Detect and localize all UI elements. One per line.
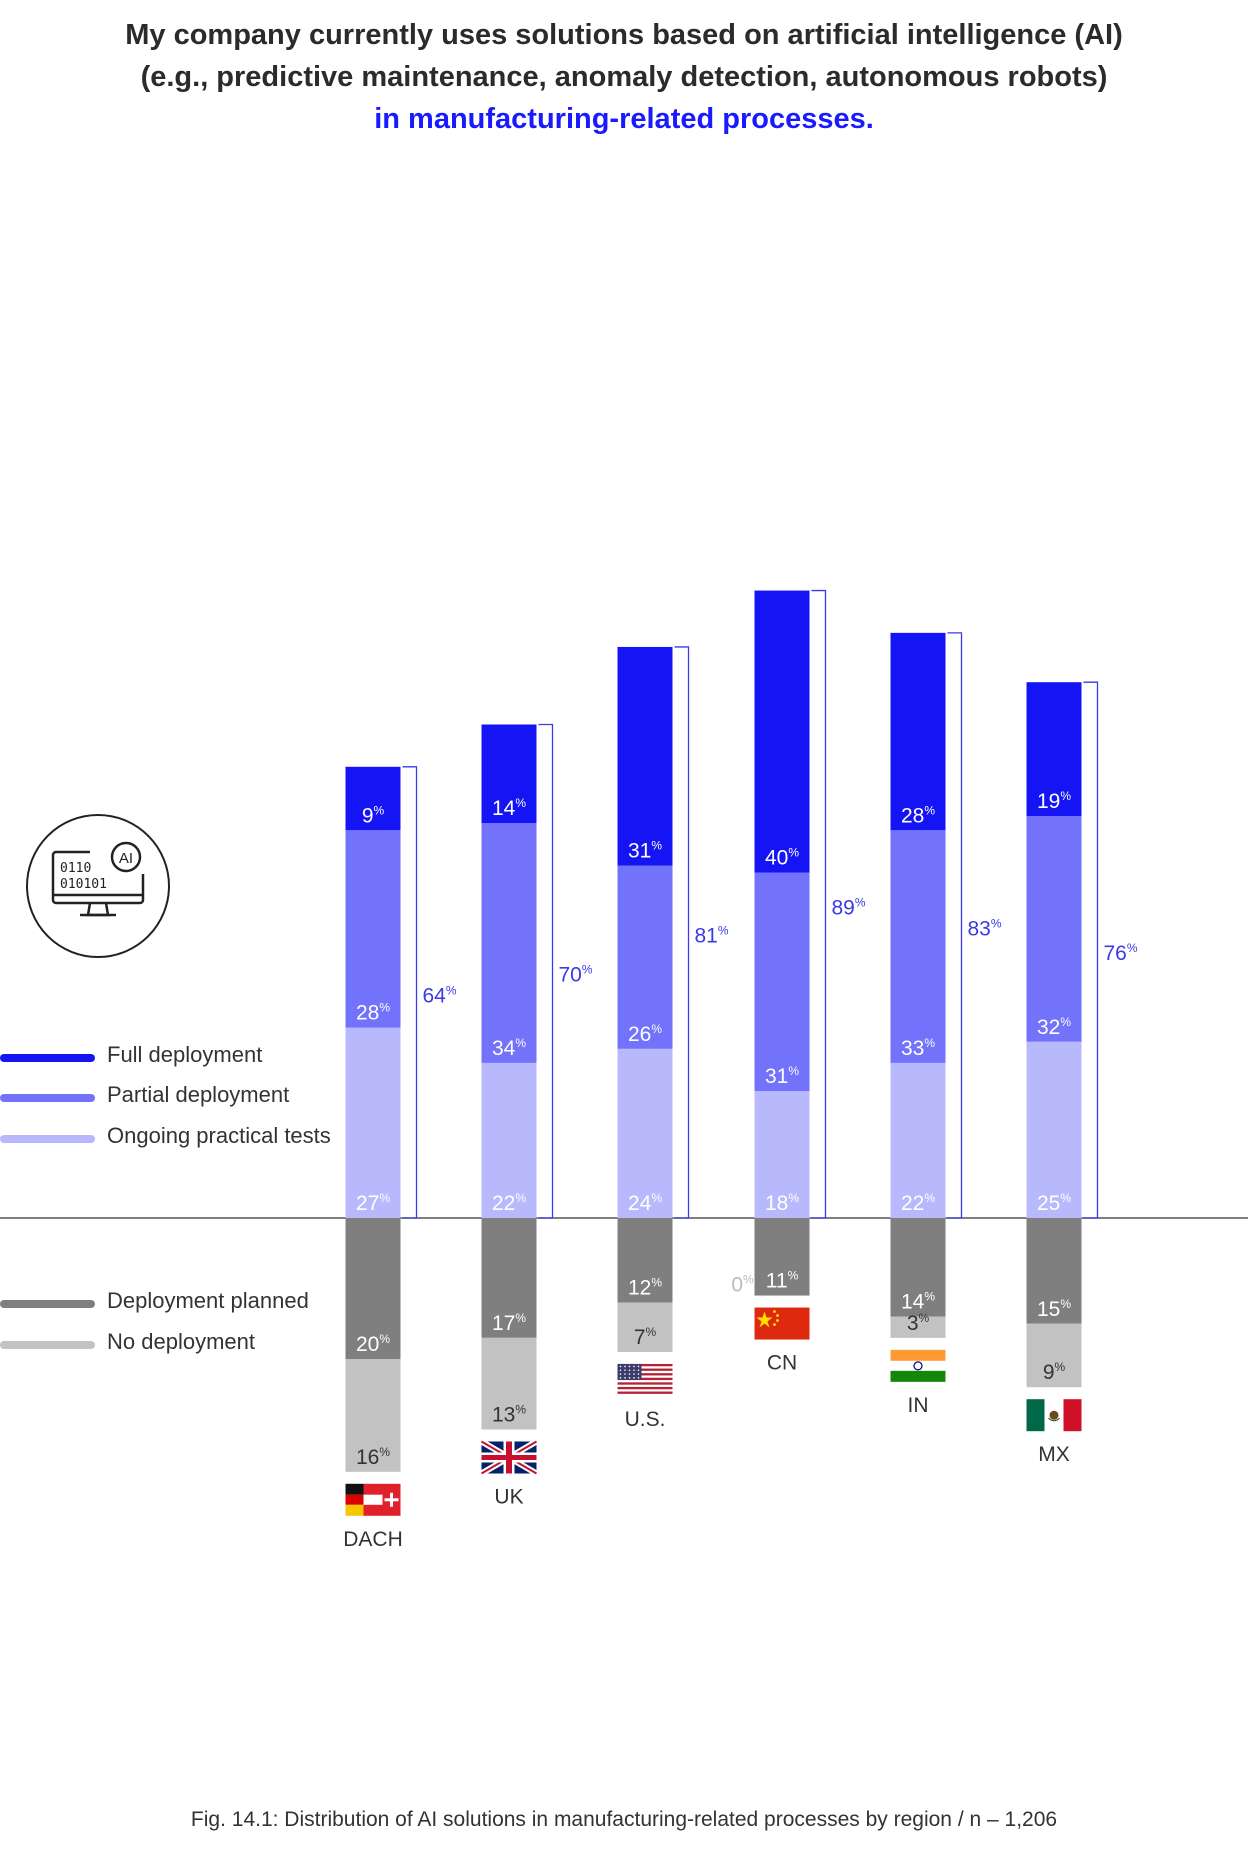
bar-tests-CN [754,1091,810,1218]
dach-flag [345,1483,401,1516]
bar-partial-U.S. [617,865,673,1049]
mx-flag [1026,1399,1082,1432]
binary-row-2: 010101 [60,877,107,892]
title-line-3: in manufacturing-related processes. [374,103,874,135]
bar-full-U.S. [617,646,673,866]
bar-planned-CN [754,1218,810,1296]
category-label-IN: IN [908,1394,929,1417]
legend-label-tests: Ongoing practical tests [107,1123,331,1148]
label-partial-IN: 33% [901,1036,935,1060]
bar-full-UK [481,724,537,824]
uk-flag [479,1438,539,1477]
bar-tests-IN [890,1062,946,1218]
total-bracket-U.S. [674,646,690,1219]
legend-label-planned: Deployment planned [107,1288,309,1313]
bar-none-U.S. [617,1302,673,1352]
legend-item-none: No deployment [0,1329,400,1359]
bar-partial-CN [754,872,810,1092]
figure-caption: Fig. 14.1: Distribution of AI solutions … [190,1808,1058,1831]
label-total-UK: 70% [559,962,593,986]
bar-none-DACH [345,1359,401,1472]
label-planned-U.S.: 12% [628,1276,662,1300]
bar-partial-MX [1026,816,1082,1042]
legend-swatch-partial [0,1094,95,1102]
cn-flag [754,1307,810,1340]
label-total-DACH: 64% [423,983,457,1007]
ai-badge-text: AI [119,850,133,867]
legend-item-planned: Deployment planned [0,1288,400,1318]
us-flag [617,1363,673,1396]
legend-swatch-none [0,1341,95,1349]
chart-title: My company currently uses solutions base… [0,14,1248,140]
total-bracket-CN [811,589,827,1219]
binary-row-1: 0110 [60,861,91,876]
bar-planned-UK [481,1218,537,1338]
legend-label-none: No deployment [107,1329,255,1354]
legend-label-full: Full deployment [107,1042,263,1067]
bar-full-DACH [345,766,401,831]
label-total-CN: 89% [832,895,866,919]
bar-tests-DACH [345,1027,401,1218]
total-bracket-UK [538,723,554,1219]
legend-item-partial: Partial deployment [0,1082,400,1112]
bar-none-IN [890,1316,946,1338]
total-bracket-IN [947,632,963,1219]
bar-none-UK [481,1337,537,1430]
computer-ai-icon: AI 0110 010101 [26,814,170,958]
label-none-CN: 0% [731,1273,754,1297]
label-total-MX: 76% [1104,941,1138,965]
bar-partial-UK [481,823,537,1063]
in-flag [890,1349,946,1382]
legend-swatch-full [0,1054,95,1062]
bar-planned-IN [890,1218,946,1317]
legend-swatch-planned [0,1300,95,1308]
computer-ai-icon-graphic: AI 0110 010101 [51,841,145,917]
bar-partial-IN [890,830,946,1063]
legend-item-tests: Ongoing practical tests [0,1123,400,1153]
bar-full-IN [890,632,946,831]
bar-tests-UK [481,1062,537,1218]
bar-full-CN [754,590,810,873]
category-label-U.S.: U.S. [625,1408,666,1431]
bar-planned-U.S. [617,1218,673,1303]
legend-swatch-tests [0,1135,95,1143]
bar-partial-DACH [345,830,401,1028]
category-label-CN: CN [767,1352,797,1375]
category-label-MX: MX [1038,1443,1070,1466]
legend-item-full: Full deployment [0,1042,400,1072]
bar-full-MX [1026,682,1082,817]
total-bracket-MX [1083,681,1099,1219]
bar-planned-DACH [345,1218,401,1359]
label-tests-CN: 18% [765,1191,799,1215]
category-label-DACH: DACH [343,1528,403,1551]
title-line-1: My company currently uses solutions base… [125,19,1123,51]
bar-planned-MX [1026,1218,1082,1324]
bar-none-MX [1026,1323,1082,1388]
bar-tests-U.S. [617,1048,673,1218]
legend-label-partial: Partial deployment [107,1082,290,1107]
category-label-UK: UK [494,1486,523,1509]
title-line-2: (e.g., predictive maintenance, anomaly d… [140,61,1108,93]
label-total-U.S.: 81% [695,923,729,947]
total-bracket-DACH [402,766,418,1219]
label-total-IN: 83% [968,916,1002,940]
bar-tests-MX [1026,1041,1082,1218]
